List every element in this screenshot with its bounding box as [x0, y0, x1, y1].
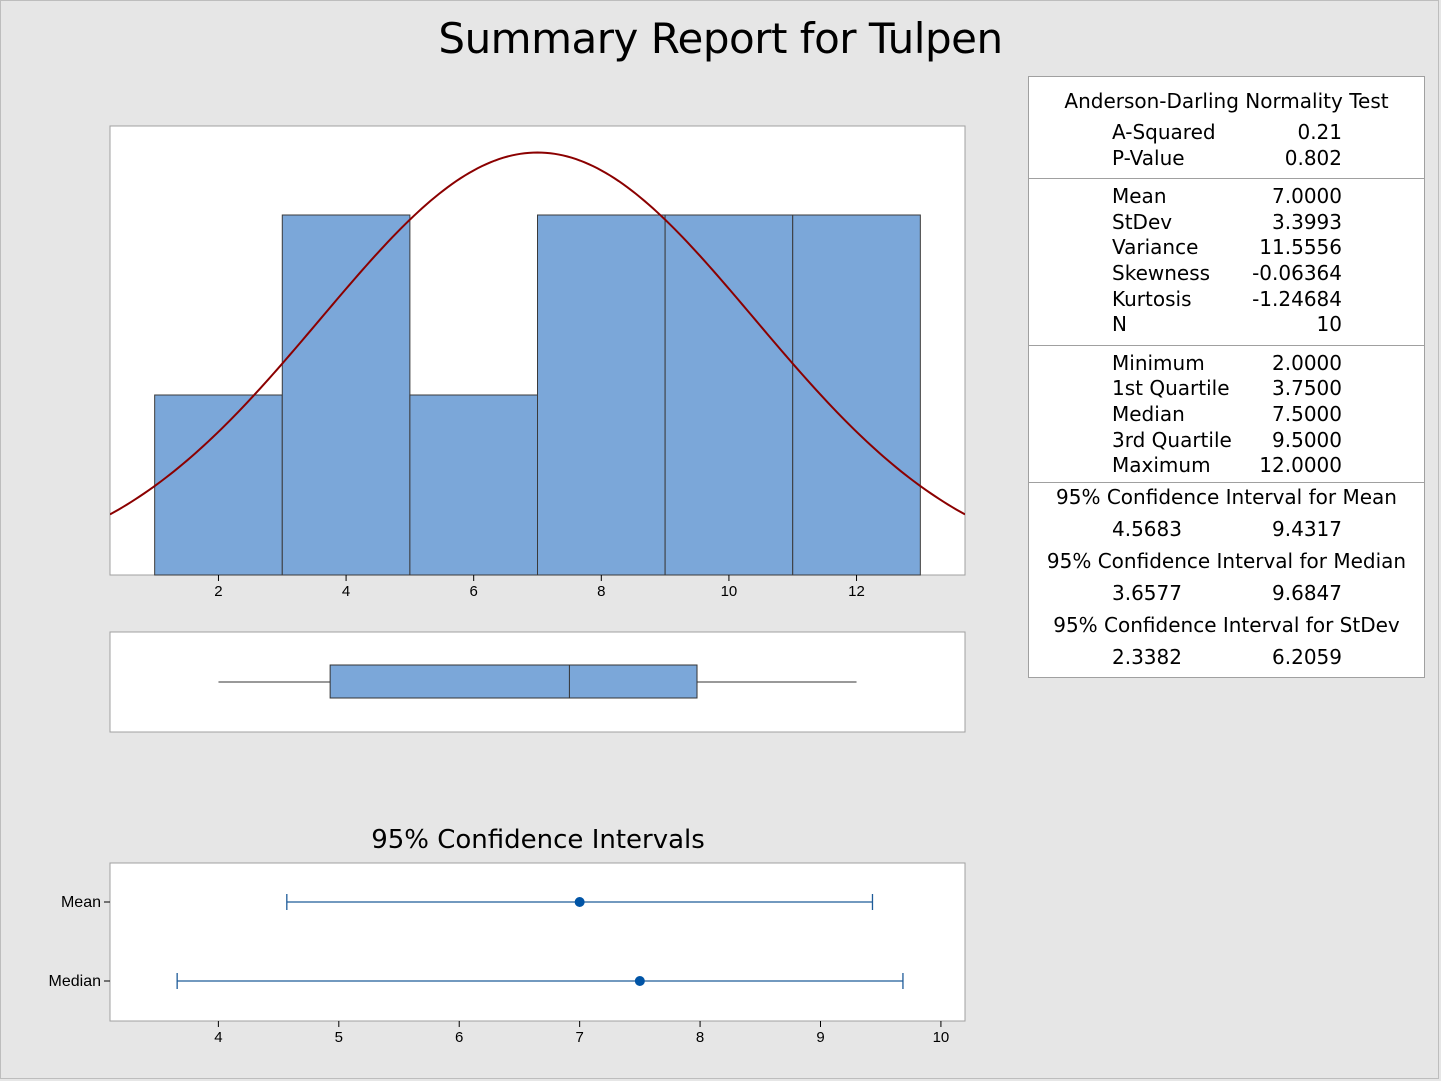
stat-row-stdev: StDev 3.3993: [1029, 210, 1424, 236]
stat-row-1st-quartile: 1st Quartile 3.7500: [1029, 376, 1424, 402]
stat-label: Mean: [1112, 184, 1167, 208]
x-tick-label: 10: [933, 1029, 950, 1046]
x-tick-label: 10: [721, 583, 738, 600]
stat-row-maximum: Maximum 12.0000: [1029, 453, 1424, 479]
ci-panel: [109, 862, 966, 1022]
ci-upper-value: 9.4317: [1272, 517, 1342, 541]
stat-label: P-Value: [1112, 146, 1185, 170]
x-tick-label: 8: [597, 583, 605, 600]
ci-stdev-heading: 95% Confidence Interval for StDev: [1053, 613, 1400, 637]
x-tick-label: 9: [816, 1029, 824, 1046]
boxplot: [218, 664, 857, 699]
stat-label: 1st Quartile: [1112, 376, 1230, 400]
ci-interval-plot: Mean Median 4 5 6 7 8 9 10: [49, 894, 950, 1046]
histogram-bar: [281, 214, 411, 576]
stat-row-a-squared: A-Squared 0.21: [1029, 120, 1424, 146]
stat-row-mean: Mean 7.0000: [1029, 184, 1424, 210]
stat-label: Kurtosis: [1112, 287, 1192, 311]
section-divider: [1029, 482, 1424, 483]
report-title: Summary Report for Tulpen: [438, 14, 1003, 63]
stat-label: StDev: [1112, 210, 1173, 234]
x-tick-label: 6: [470, 583, 478, 600]
section-divider: [1029, 345, 1424, 346]
stat-row-3rd-quartile: 3rd Quartile 9.5000: [1029, 428, 1424, 454]
stat-value: 2.0000: [1272, 351, 1342, 375]
x-tick-label: 2: [214, 583, 222, 600]
stat-row-median: Median 7.5000: [1029, 402, 1424, 428]
x-tick-label: 5: [335, 1029, 343, 1046]
stat-value: 10: [1316, 312, 1342, 336]
x-tick-label: 7: [575, 1029, 583, 1046]
stat-label: A-Squared: [1112, 120, 1216, 144]
ci-estimate-point: [574, 897, 585, 907]
stat-label: 3rd Quartile: [1112, 428, 1232, 452]
histogram-bar: [792, 214, 921, 576]
histogram-bar: [409, 394, 538, 576]
ci-lower-value: 4.5683: [1112, 517, 1182, 541]
stat-value: 12.0000: [1259, 453, 1342, 477]
stat-row-skewness: Skewness -0.06364: [1029, 261, 1424, 287]
stat-label: N: [1112, 312, 1127, 336]
stat-label: Minimum: [1112, 351, 1205, 375]
stat-row-n: N 10: [1029, 312, 1424, 338]
ci-mean-row: 4.5683 9.4317: [1029, 517, 1424, 543]
stat-row-variance: Variance 11.5556: [1029, 235, 1424, 261]
boxplot-box: [329, 664, 698, 699]
ci-median-row: 3.6577 9.6847: [1029, 581, 1424, 607]
stat-label: Median: [1112, 402, 1185, 426]
stat-value: -1.24684: [1252, 287, 1342, 311]
ci-upper-value: 9.6847: [1272, 581, 1342, 605]
histogram-bar: [664, 214, 794, 576]
stat-label: Variance: [1112, 235, 1199, 259]
ci-mean-heading: 95% Confidence Interval for Mean: [1056, 485, 1397, 509]
stat-value: 0.21: [1297, 120, 1342, 144]
ci-lower-value: 3.6577: [1112, 581, 1182, 605]
stat-label: Maximum: [1112, 453, 1211, 477]
stat-value: 7.0000: [1272, 184, 1342, 208]
y-tick-label: Median: [49, 973, 101, 990]
normal-fit-curve: [110, 151, 965, 516]
ci-upper-value: 6.2059: [1272, 645, 1342, 669]
ci-estimate-point: [634, 976, 645, 986]
stat-value: 3.7500: [1272, 376, 1342, 400]
ci-lower-value: 2.3382: [1112, 645, 1182, 669]
x-tick-label: 4: [214, 1029, 222, 1046]
histogram-bar: [537, 214, 666, 576]
stat-value: 0.802: [1284, 146, 1342, 170]
stat-value: 11.5556: [1259, 235, 1342, 259]
ci-stdev-row: 2.3382 6.2059: [1029, 645, 1424, 671]
histogram-bar: [154, 394, 283, 576]
x-tick-label: 8: [696, 1029, 704, 1046]
stat-row-p-value: P-Value 0.802: [1029, 146, 1424, 172]
section-divider: [1029, 178, 1424, 179]
summary-statistics-panel: Anderson-Darling Normality Test A-Square…: [1028, 76, 1425, 678]
x-tick-label: 6: [455, 1029, 463, 1046]
x-tick-label: 12: [848, 583, 865, 600]
histogram-x-axis: 2 4 6 8 10 12: [214, 575, 865, 600]
stat-value: -0.06364: [1252, 261, 1342, 285]
stat-value: 3.3993: [1272, 210, 1342, 234]
ci-chart-title: 95% Confidence Intervals: [371, 825, 705, 855]
histogram-bars: [154, 214, 921, 576]
stat-row-minimum: Minimum 2.0000: [1029, 351, 1424, 377]
stat-label: Skewness: [1112, 261, 1211, 285]
x-tick-label: 4: [342, 583, 350, 600]
y-tick-label: Mean: [61, 894, 101, 911]
stat-value: 7.5000: [1272, 402, 1342, 426]
ci-median-heading: 95% Confidence Interval for Median: [1046, 549, 1407, 573]
normality-test-heading: Anderson-Darling Normality Test: [1064, 89, 1389, 113]
stat-value: 9.5000: [1272, 428, 1342, 452]
stat-row-kurtosis: Kurtosis -1.24684: [1029, 287, 1424, 313]
